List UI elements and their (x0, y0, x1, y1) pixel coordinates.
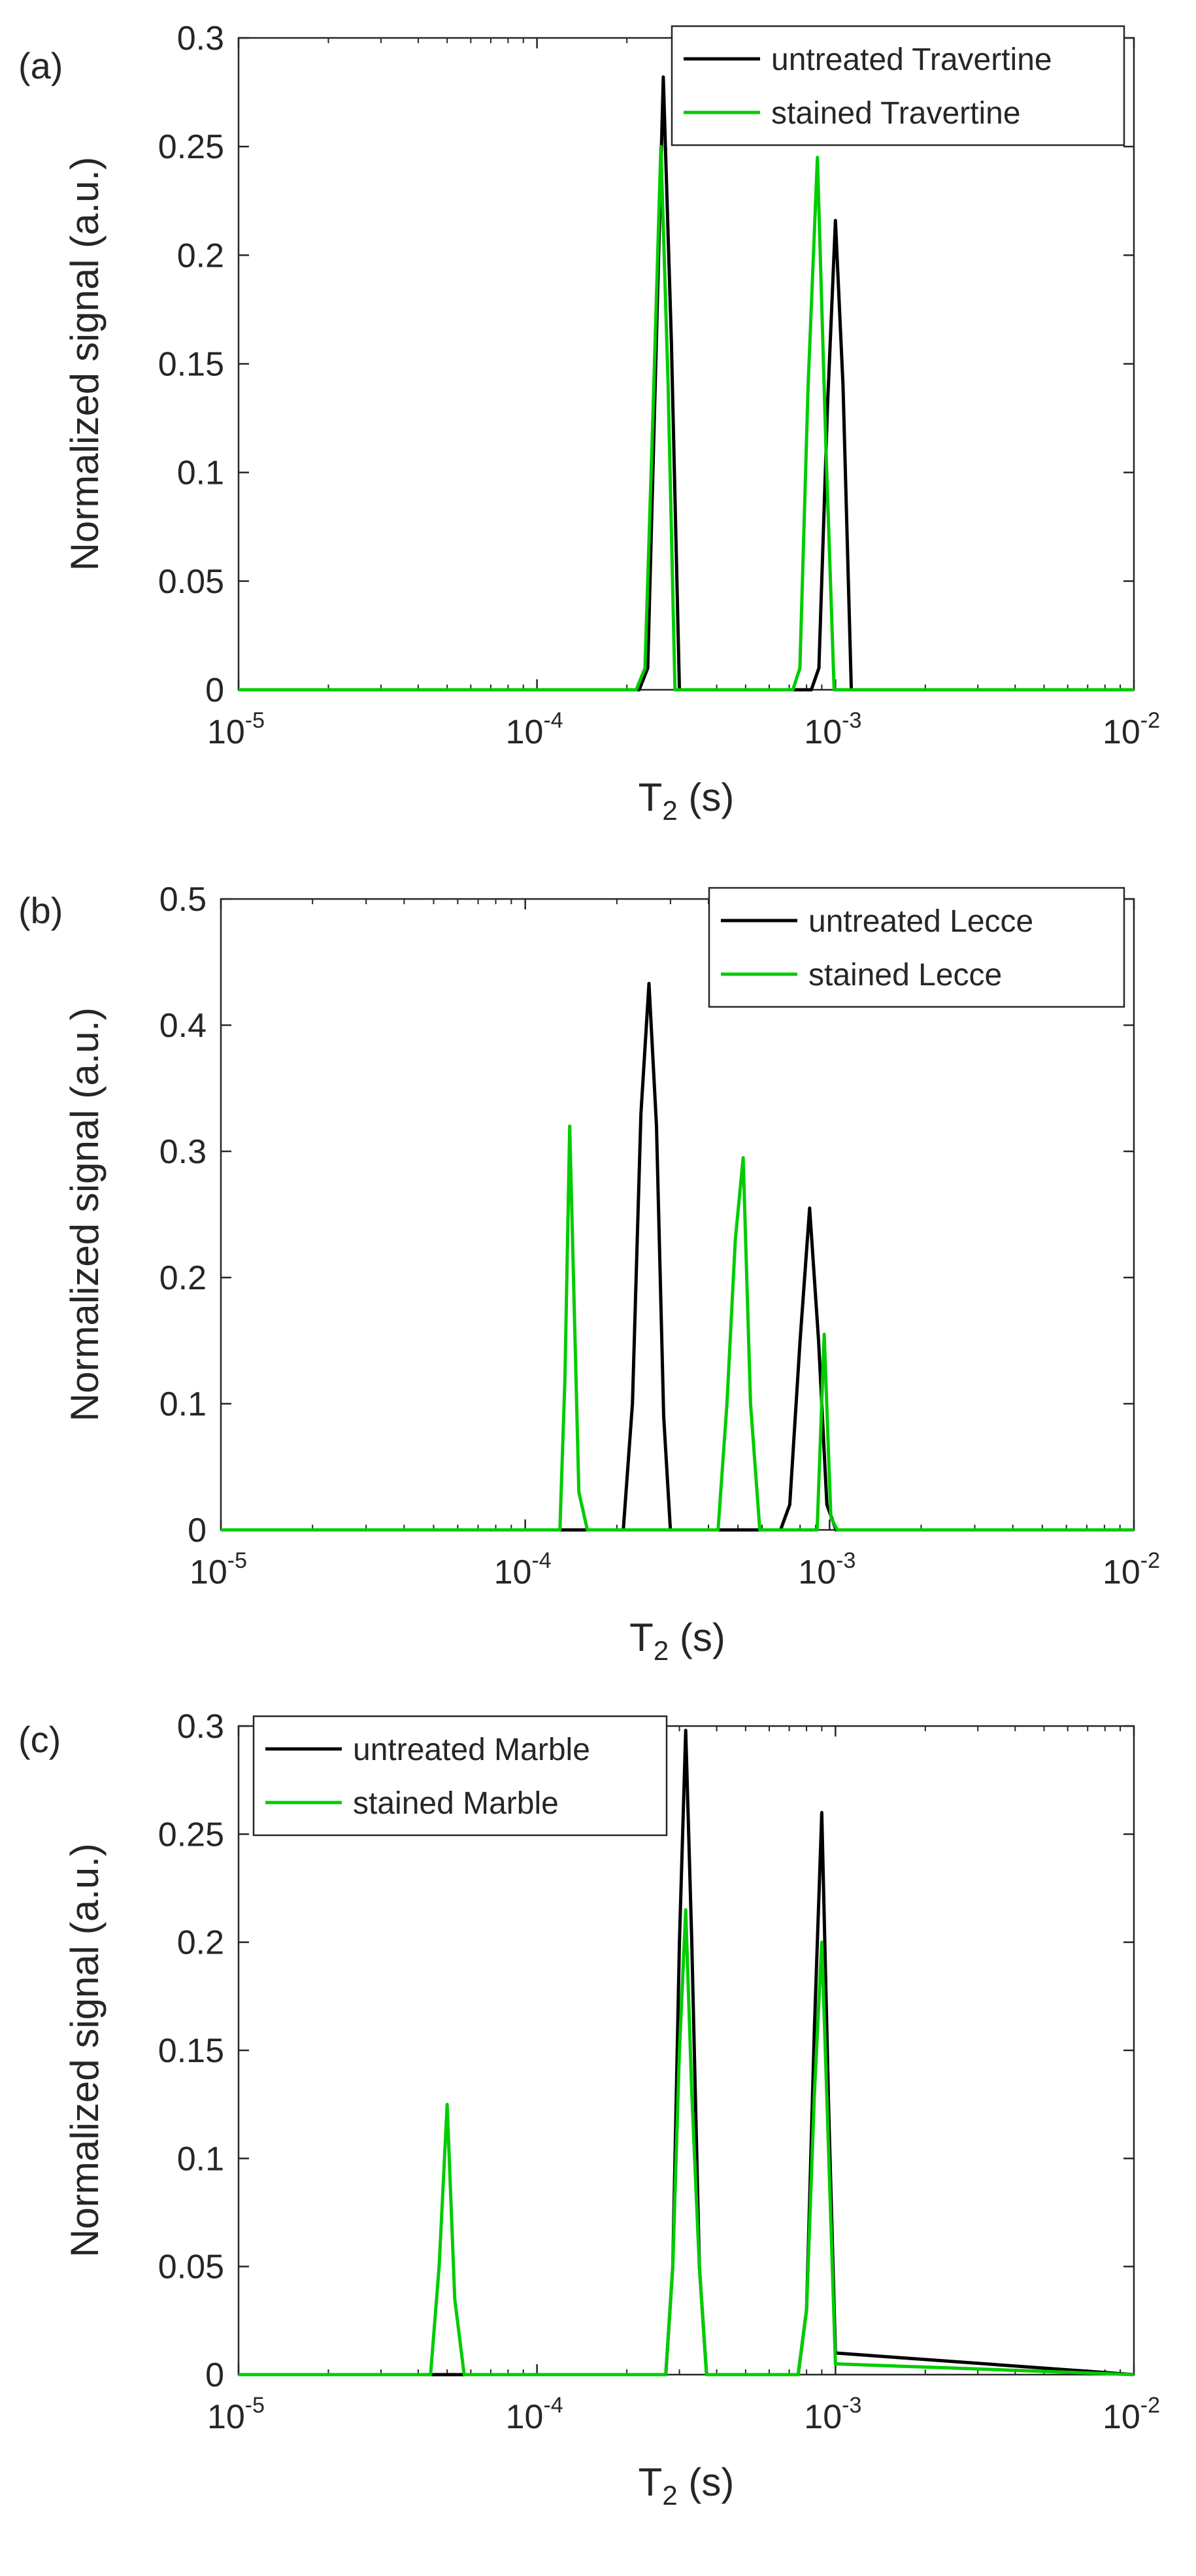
y-tick-label: 0.3 (177, 1708, 224, 1746)
y-tick-label: 0.4 (159, 1007, 207, 1045)
x-tick-label: 10-4 (506, 708, 563, 751)
plot-area (237, 37, 1135, 691)
legend-label: untreated Marble (353, 1733, 590, 1767)
x-tick-label: 10-4 (494, 1548, 552, 1591)
y-tick-label: 0.1 (177, 2140, 224, 2178)
x-tick-label: 10-5 (207, 2393, 265, 2436)
x-tick-label: 10-2 (1103, 1548, 1160, 1591)
y-tick-label: 0.2 (159, 1259, 207, 1297)
legend-box (708, 887, 1125, 1008)
panel-label: (c) (18, 1719, 61, 1760)
panel-label: (b) (18, 890, 63, 931)
y-tick-label: 0.2 (177, 1924, 224, 1962)
legend-label: untreated Travertine (771, 42, 1052, 77)
series-line-stained-travertine (239, 144, 1134, 692)
y-axis-title: Normalized signal (a.u.) (63, 1843, 107, 2258)
y-tick-label: 0.15 (158, 2032, 224, 2070)
y-tick-label: 0.25 (158, 128, 224, 166)
series-line-stained-lecce (221, 1124, 1134, 1532)
y-axis-title: Normalized signal (a.u.) (63, 1008, 107, 1422)
chart-panel-2: 10-5 10-4 10-3 10-2 0 0.1 0.2 0.3 0.4 0.5 T2 (s) No… (18, 881, 1160, 1666)
legend-box (671, 25, 1125, 146)
x-tick-label: 10-2 (1103, 2393, 1160, 2436)
x-axis-title: T2 (s) (639, 775, 735, 826)
y-tick-label: 0.05 (158, 2248, 224, 2286)
legend-box (252, 1715, 668, 1837)
y-tick-label: 0.1 (177, 454, 224, 492)
legend-label: untreated Lecce (808, 904, 1033, 939)
x-tick-label: 10-4 (506, 2393, 563, 2436)
legend-label: stained Travertine (771, 96, 1021, 131)
y-tick-label: 0.1 (159, 1385, 207, 1423)
y-tick-label: 0.15 (158, 346, 224, 384)
x-tick-label: 10-2 (1103, 708, 1160, 751)
series-line-stained-marble (239, 1908, 1135, 2377)
chart-panel-3: 10-5 10-4 10-3 10-2 0 0.05 0.1 0.15 0.2 0.25 0.3 T2… (18, 1708, 1160, 2511)
x-tick-label: 10-3 (804, 2393, 861, 2436)
y-tick-label: 0 (205, 2356, 224, 2394)
x-axis-title: T2 (s) (629, 1616, 725, 1666)
legend-label: stained Lecce (808, 958, 1002, 992)
y-tick-label: 0 (188, 1512, 207, 1550)
legend-label: stained Marble (353, 1786, 559, 1821)
y-axis-title: Normalized signal (a.u.) (63, 157, 107, 571)
y-tick-label: 0.3 (177, 20, 224, 58)
y-tick-label: 0.05 (158, 563, 224, 601)
panel-label: (a) (18, 45, 63, 86)
y-tick-label: 0 (205, 671, 224, 709)
x-tick-label: 10-5 (207, 708, 265, 751)
y-tick-label: 0.5 (159, 881, 207, 919)
legend: untreated Travertine stained Travertine (671, 25, 1125, 146)
series-line-untreated-lecce (221, 981, 1134, 1532)
legend: untreated Marble stained Marble (252, 1715, 668, 1837)
x-tick-label: 10-5 (190, 1548, 247, 1591)
x-axis-title: T2 (s) (639, 2460, 735, 2511)
chart-panel-1: 10-5 10-4 10-3 10-2 0 0.05 0.1 0.15 0.2 0.25 0.3 T2… (18, 20, 1160, 826)
x-tick-label: 10-3 (804, 708, 861, 751)
legend: untreated Lecce stained Lecce (708, 887, 1125, 1008)
y-tick-label: 0.25 (158, 1816, 224, 1854)
x-tick-label: 10-3 (798, 1548, 855, 1591)
y-tick-label: 0.2 (177, 237, 224, 275)
y-tick-label: 0.3 (159, 1133, 207, 1171)
